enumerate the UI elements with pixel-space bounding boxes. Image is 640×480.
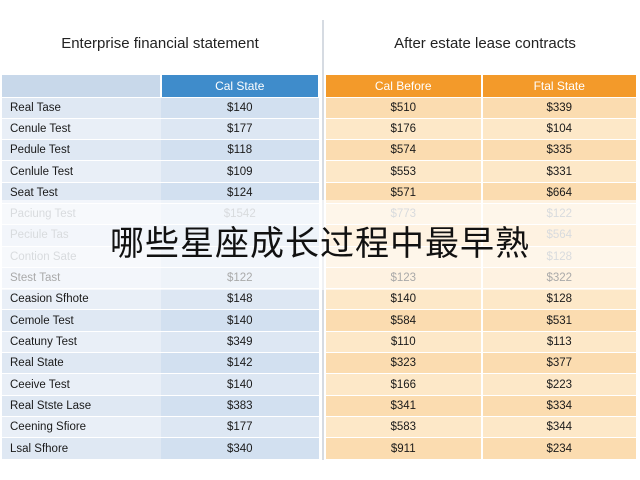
- table-row: $510 $339: [326, 97, 637, 118]
- right-panel-title: After estate lease contracts: [330, 34, 640, 53]
- cell-value: $335: [482, 140, 638, 161]
- table-row: $911 $234: [326, 438, 637, 459]
- cell-value: $344: [482, 416, 638, 437]
- row-label: Ceening Sfiore: [2, 416, 161, 437]
- row-label: Ceeive Test: [2, 374, 161, 395]
- row-label: Cenule Test: [2, 118, 161, 139]
- row-value: $383: [161, 395, 320, 416]
- row-label: Real State: [2, 353, 161, 374]
- table-row: Ceeive Test $140: [2, 374, 319, 395]
- table-row: $323 $377: [326, 353, 637, 374]
- row-value: $140: [161, 374, 320, 395]
- column-header: Cal State: [161, 75, 320, 97]
- table-row: Cemole Test $140: [2, 310, 319, 331]
- cell-value: $140: [326, 289, 482, 310]
- table-row: Real Tase $140: [2, 97, 319, 118]
- header-blank-cell: [2, 75, 161, 97]
- table-row: $341 $334: [326, 395, 637, 416]
- cell-value: $583: [326, 416, 482, 437]
- row-value: $142: [161, 353, 320, 374]
- row-value: $148: [161, 289, 320, 310]
- cell-value: $334: [482, 395, 638, 416]
- row-value: $118: [161, 140, 320, 161]
- cell-value: $584: [326, 310, 482, 331]
- row-label: Pedule Test: [2, 140, 161, 161]
- table-row: Lsal Sfhore $340: [2, 438, 319, 459]
- cell-value: $574: [326, 140, 482, 161]
- row-label: Ceasion Sfhote: [2, 289, 161, 310]
- cell-value: $339: [482, 97, 638, 118]
- cell-value: $223: [482, 374, 638, 395]
- cell-value: $234: [482, 438, 638, 459]
- table-row: $553 $331: [326, 161, 637, 182]
- row-value: $177: [161, 118, 320, 139]
- table-row: Pedule Test $118: [2, 140, 319, 161]
- column-header: Ftal State: [482, 75, 638, 97]
- cell-value: $323: [326, 353, 482, 374]
- row-value: $109: [161, 161, 320, 182]
- row-label: Cemole Test: [2, 310, 161, 331]
- table-header-row: Cal State: [2, 75, 319, 97]
- row-value: $177: [161, 416, 320, 437]
- cell-value: $553: [326, 161, 482, 182]
- table-row: Cenlule Test $109: [2, 161, 319, 182]
- cell-value: $331: [482, 161, 638, 182]
- table-row: Real State $142: [2, 353, 319, 374]
- overlay-caption: 哪些星座成长过程中最早熟: [0, 222, 640, 266]
- row-value: $340: [161, 438, 320, 459]
- table-row: Cenule Test $177: [2, 118, 319, 139]
- table-row: $110 $113: [326, 331, 637, 352]
- cell-value: $341: [326, 395, 482, 416]
- table-row: $584 $531: [326, 310, 637, 331]
- row-value: $349: [161, 331, 320, 352]
- cell-value: $166: [326, 374, 482, 395]
- row-label: Ceatuny Test: [2, 331, 161, 352]
- cell-value: $110: [326, 331, 482, 352]
- cell-value: $104: [482, 118, 638, 139]
- cell-value: $510: [326, 97, 482, 118]
- cell-value: $113: [482, 331, 638, 352]
- cell-value: $377: [482, 353, 638, 374]
- table-row: $140 $128: [326, 289, 637, 310]
- table-row: $583 $344: [326, 416, 637, 437]
- row-label: Cenlule Test: [2, 161, 161, 182]
- cell-value: $911: [326, 438, 482, 459]
- left-panel-title: Enterprise financial statement: [0, 34, 320, 53]
- table-row: $176 $104: [326, 118, 637, 139]
- row-label: Lsal Sfhore: [2, 438, 161, 459]
- table-row: $166 $223: [326, 374, 637, 395]
- row-value: $140: [161, 310, 320, 331]
- row-label: Real Stste Lase: [2, 395, 161, 416]
- row-label: Real Tase: [2, 97, 161, 118]
- cell-value: $128: [482, 289, 638, 310]
- table-row: Ceatuny Test $349: [2, 331, 319, 352]
- table-row: Ceening Sfiore $177: [2, 416, 319, 437]
- table-header-row: Cal Before Ftal State: [326, 75, 637, 97]
- table-row: Real Stste Lase $383: [2, 395, 319, 416]
- cell-value: $176: [326, 118, 482, 139]
- table-row: $574 $335: [326, 140, 637, 161]
- column-header: Cal Before: [326, 75, 482, 97]
- row-value: $140: [161, 97, 320, 118]
- table-row: Ceasion Sfhote $148: [2, 289, 319, 310]
- cell-value: $531: [482, 310, 638, 331]
